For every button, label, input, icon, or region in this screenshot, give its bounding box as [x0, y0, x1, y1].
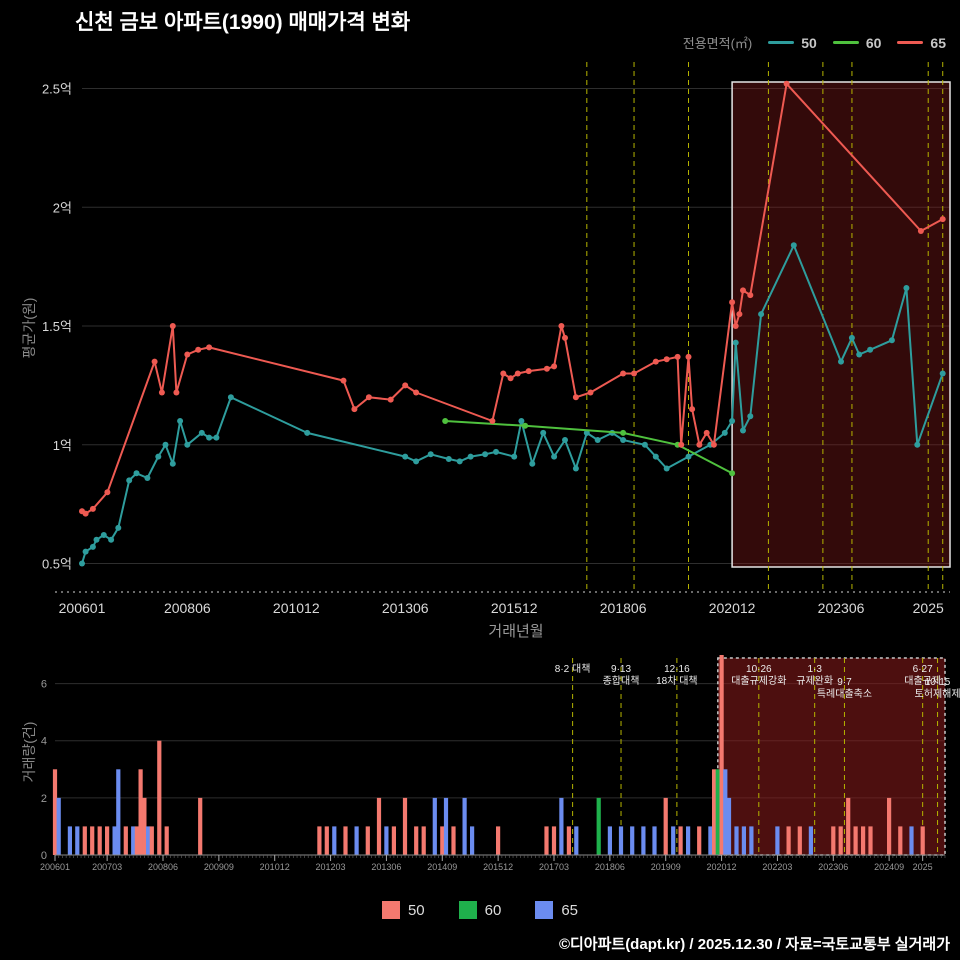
- svg-text:6·27: 6·27: [913, 664, 933, 675]
- svg-text:201306: 201306: [382, 600, 429, 616]
- svg-text:9·13: 9·13: [611, 664, 631, 675]
- svg-text:0.5억: 0.5억: [42, 557, 72, 572]
- volume-legend-50-label: 50: [407, 901, 425, 919]
- legend-item-50-label: 50: [801, 34, 817, 51]
- svg-text:4: 4: [41, 736, 47, 748]
- svg-text:6: 6: [41, 679, 47, 691]
- price-legend: 전용면적(㎡) 50 60 65: [683, 33, 946, 52]
- page-title: 신천 금보 아파트(1990) 매매가격 변화: [75, 11, 411, 34]
- price-xaxis-title: 거래년월: [488, 623, 544, 640]
- volume-legend-item-65[interactable]: 65: [535, 901, 578, 919]
- price-axis-title: 평균가(원): [21, 297, 37, 359]
- volume-legend-item-60[interactable]: 60: [458, 901, 502, 919]
- volume-legend-item-50[interactable]: 50: [381, 901, 425, 919]
- line-swatch-60-icon: [832, 41, 859, 44]
- svg-text:10·15: 10·15: [925, 677, 951, 688]
- svg-text:200806: 200806: [148, 862, 178, 872]
- price-chart: 0.5억 1억 1.5억 2억 2.5억 200601 200806 201012 201306…: [42, 62, 951, 616]
- svg-text:특례대출축소: 특례대출축소: [817, 688, 872, 700]
- legend-item-60-label: 60: [865, 34, 882, 51]
- square-swatch-65-icon: [535, 901, 554, 919]
- svg-text:201306: 201306: [371, 862, 401, 872]
- svg-text:2025: 2025: [913, 862, 933, 872]
- svg-text:규제완화: 규제완화: [796, 675, 833, 687]
- svg-text:8·2 대책: 8·2 대책: [555, 663, 591, 675]
- svg-text:202012: 202012: [707, 862, 737, 872]
- svg-text:2억: 2억: [53, 200, 72, 215]
- svg-text:1.5억: 1.5억: [42, 319, 72, 334]
- legend-item-50[interactable]: 50: [768, 35, 817, 51]
- svg-text:200703: 200703: [92, 862, 122, 872]
- line-swatch-65-icon: [897, 41, 924, 44]
- line-swatch-50-icon: [768, 41, 795, 44]
- svg-text:201909: 201909: [651, 862, 681, 872]
- square-swatch-60-icon: [458, 901, 477, 919]
- svg-text:202409: 202409: [874, 862, 904, 872]
- svg-text:2025: 2025: [913, 600, 944, 616]
- svg-text:1·3: 1·3: [807, 664, 822, 675]
- svg-text:종합대책: 종합대책: [603, 675, 640, 687]
- footer-credit: ©디아파트(dapt.kr) / 2025.12.30 / 자료=국토교통부 실…: [558, 936, 950, 953]
- svg-text:200909: 200909: [204, 862, 234, 872]
- svg-text:200601: 200601: [59, 600, 106, 616]
- svg-text:대출규제: 대출규제: [904, 675, 941, 687]
- svg-text:202203: 202203: [762, 862, 792, 872]
- volume-legend: 50 60 65: [0, 901, 960, 919]
- square-swatch-50-icon: [381, 901, 400, 919]
- legend-item-65[interactable]: 65: [897, 35, 946, 51]
- svg-text:10·26: 10·26: [746, 664, 772, 675]
- svg-text:201012: 201012: [273, 600, 320, 616]
- svg-text:201512: 201512: [483, 862, 513, 872]
- svg-text:9·7: 9·7: [837, 677, 852, 688]
- legend-item-65-label: 65: [930, 34, 946, 51]
- svg-text:2: 2: [41, 793, 47, 805]
- svg-text:2.5억: 2.5억: [42, 82, 72, 97]
- svg-text:200601: 200601: [40, 862, 70, 872]
- svg-text:201806: 201806: [595, 862, 625, 872]
- svg-text:201203: 201203: [316, 862, 346, 872]
- svg-text:201512: 201512: [491, 600, 538, 616]
- svg-text:대출규제강화: 대출규제강화: [731, 675, 786, 687]
- svg-text:200806: 200806: [164, 600, 211, 616]
- svg-text:18차 대책: 18차 대책: [656, 675, 698, 687]
- svg-text:201012: 201012: [260, 862, 290, 872]
- volume-legend-60-label: 60: [484, 901, 502, 919]
- svg-text:202306: 202306: [818, 600, 865, 616]
- svg-text:12·16: 12·16: [664, 664, 690, 675]
- svg-text:1억: 1억: [53, 438, 72, 453]
- svg-text:201806: 201806: [600, 600, 647, 616]
- price-legend-label: 전용면적(㎡): [682, 36, 753, 51]
- svg-text:202306: 202306: [818, 862, 848, 872]
- svg-text:0: 0: [41, 850, 47, 862]
- svg-text:토허제해제: 토허제해제: [915, 687, 960, 700]
- volume-axis-title: 거래량(건): [21, 721, 37, 783]
- svg-text:201703: 201703: [539, 862, 569, 872]
- svg-text:202012: 202012: [709, 600, 756, 616]
- volume-legend-65-label: 65: [561, 901, 579, 919]
- legend-item-60[interactable]: 60: [832, 34, 882, 51]
- svg-text:201409: 201409: [427, 862, 457, 872]
